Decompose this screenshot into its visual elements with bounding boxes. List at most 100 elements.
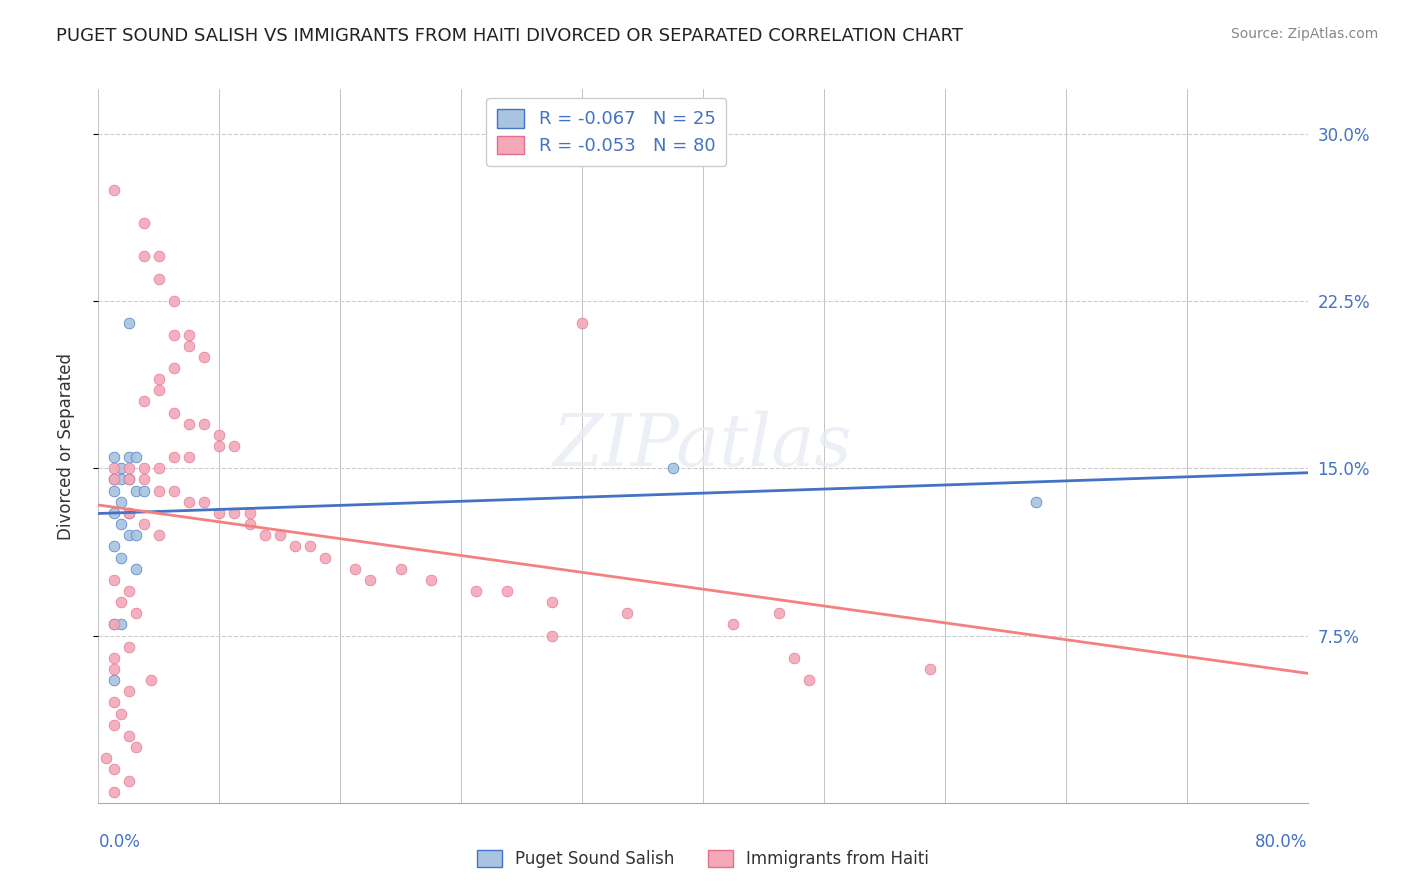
Point xyxy=(118,684,141,698)
Point xyxy=(103,473,125,487)
Text: PUGET SOUND SALISH VS IMMIGRANTS FROM HAITI DIVORCED OR SEPARATED CORRELATION CH: PUGET SOUND SALISH VS IMMIGRANTS FROM HA… xyxy=(56,27,963,45)
Point xyxy=(125,562,148,576)
Point xyxy=(163,483,186,498)
Point xyxy=(132,483,155,498)
Point xyxy=(540,628,562,642)
Point xyxy=(360,573,382,587)
Point xyxy=(208,427,231,442)
Point xyxy=(110,461,132,475)
Point xyxy=(163,293,186,308)
Point xyxy=(132,249,155,264)
Point xyxy=(239,506,262,520)
Point xyxy=(163,450,186,464)
Point xyxy=(148,461,170,475)
Point xyxy=(661,461,683,475)
Point xyxy=(103,717,125,731)
Point xyxy=(103,651,125,665)
Point xyxy=(103,461,125,475)
Point xyxy=(118,316,141,330)
Text: 0.0%: 0.0% xyxy=(98,833,141,851)
Point xyxy=(723,617,745,632)
Point xyxy=(110,516,132,531)
Point xyxy=(495,583,517,598)
Point xyxy=(148,249,170,264)
Point xyxy=(163,405,186,419)
Point xyxy=(253,528,276,542)
Point xyxy=(540,595,562,609)
Point xyxy=(768,607,790,621)
Point xyxy=(103,673,125,687)
Point xyxy=(118,528,141,542)
Legend: R = -0.067   N = 25, R = -0.053   N = 80: R = -0.067 N = 25, R = -0.053 N = 80 xyxy=(486,98,727,166)
Point xyxy=(125,483,148,498)
Point xyxy=(125,740,148,755)
Point xyxy=(110,550,132,565)
Point xyxy=(103,785,125,799)
Y-axis label: Divorced or Separated: Divorced or Separated xyxy=(56,352,75,540)
Point xyxy=(208,506,231,520)
Point xyxy=(224,506,246,520)
Point xyxy=(110,617,132,632)
Point xyxy=(103,473,125,487)
Point xyxy=(208,439,231,453)
Point xyxy=(103,662,125,676)
Point xyxy=(118,461,141,475)
Point xyxy=(103,617,125,632)
Point xyxy=(918,662,941,676)
Point xyxy=(284,539,307,553)
Point xyxy=(103,182,125,196)
Point xyxy=(118,450,141,464)
Point xyxy=(132,473,155,487)
Point xyxy=(103,539,125,553)
Point xyxy=(132,216,155,230)
Point xyxy=(465,583,488,598)
Point xyxy=(389,562,412,576)
Point xyxy=(179,450,201,464)
Point xyxy=(103,762,125,776)
Point xyxy=(118,583,141,598)
Text: ZIPatlas: ZIPatlas xyxy=(553,410,853,482)
Point xyxy=(103,573,125,587)
Point xyxy=(110,494,132,508)
Text: 80.0%: 80.0% xyxy=(1256,833,1308,851)
Point xyxy=(193,494,215,508)
Point xyxy=(110,473,132,487)
Point xyxy=(314,550,336,565)
Point xyxy=(148,528,170,542)
Point xyxy=(571,316,593,330)
Point xyxy=(193,350,215,364)
Text: Source: ZipAtlas.com: Source: ZipAtlas.com xyxy=(1230,27,1378,41)
Point xyxy=(125,607,148,621)
Point xyxy=(797,673,820,687)
Point xyxy=(1024,494,1046,508)
Point xyxy=(132,516,155,531)
Point xyxy=(148,384,170,398)
Legend: Puget Sound Salish, Immigrants from Haiti: Puget Sound Salish, Immigrants from Hait… xyxy=(470,843,936,875)
Point xyxy=(179,338,201,352)
Point xyxy=(179,494,201,508)
Point xyxy=(344,562,367,576)
Point xyxy=(616,607,638,621)
Point xyxy=(103,696,125,710)
Point xyxy=(125,528,148,542)
Point xyxy=(110,595,132,609)
Point xyxy=(118,729,141,743)
Point xyxy=(269,528,291,542)
Point xyxy=(94,751,117,765)
Point xyxy=(148,483,170,498)
Point xyxy=(103,506,125,520)
Point xyxy=(193,417,215,431)
Point xyxy=(299,539,322,553)
Point xyxy=(118,473,141,487)
Point xyxy=(125,450,148,464)
Point xyxy=(420,573,443,587)
Point xyxy=(783,651,806,665)
Point xyxy=(118,506,141,520)
Point xyxy=(118,506,141,520)
Point xyxy=(179,327,201,342)
Point xyxy=(179,417,201,431)
Point xyxy=(110,706,132,721)
Point xyxy=(118,773,141,788)
Point xyxy=(132,394,155,409)
Point xyxy=(224,439,246,453)
